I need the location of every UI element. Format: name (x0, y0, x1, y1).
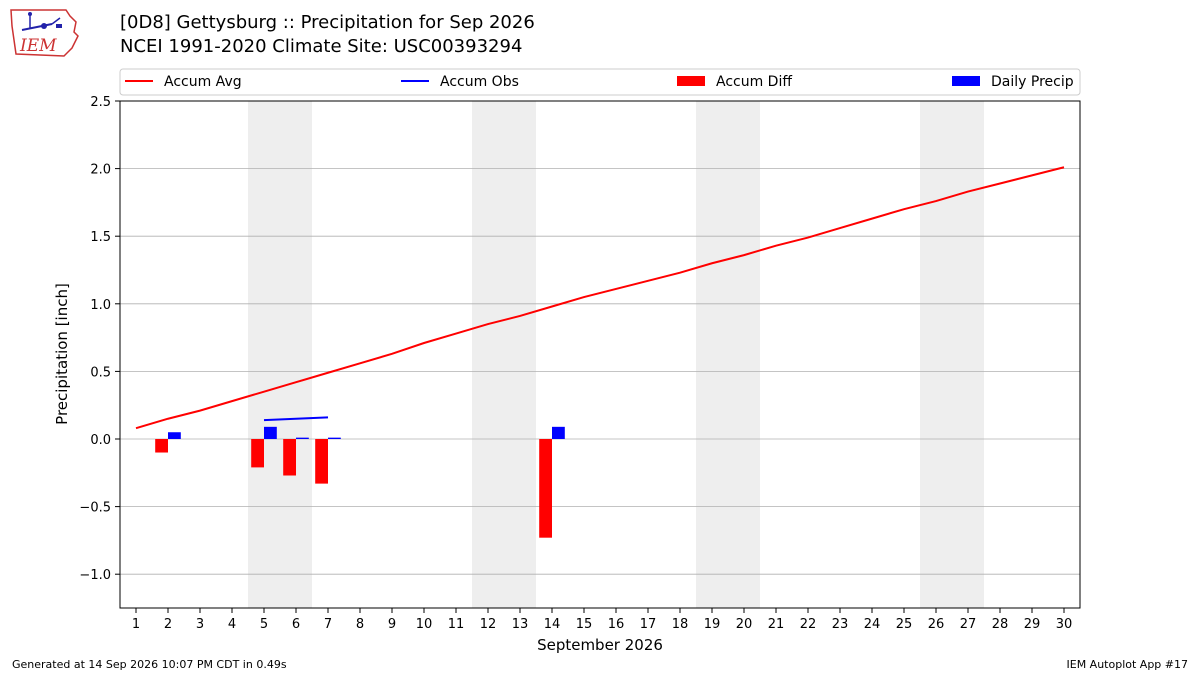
accum-diff-bar-7 (315, 439, 328, 484)
x-tick-label: 25 (896, 617, 913, 632)
y-ticks: −1.0 −0.5 0.0 0.5 1.0 1.5 2.0 2.5 (79, 95, 120, 583)
legend-label-accum-diff: Accum Diff (716, 74, 792, 90)
x-tick-label: 23 (832, 617, 849, 632)
x-tick-label: 24 (864, 617, 881, 632)
x-tick-label: 18 (672, 617, 689, 632)
accum-avg-line (135, 166, 1065, 430)
x-tick-label: 8 (356, 617, 364, 632)
x-tick-label: 14 (544, 617, 561, 632)
daily-precip-bar-2 (168, 432, 181, 439)
x-tick-label: 4 (228, 617, 236, 632)
y-tick-label: −1.0 (79, 568, 111, 583)
x-tick-label: 3 (196, 617, 204, 632)
x-tick-label: 28 (992, 617, 1009, 632)
x-tick-label: 9 (388, 617, 396, 632)
legend-label-daily-precip: Daily Precip (991, 74, 1074, 90)
x-axis-label: September 2026 (537, 636, 663, 654)
x-tick-label: 2 (164, 617, 172, 632)
y-tick-label: 2.5 (90, 95, 111, 110)
footer-generated: Generated at 14 Sep 2026 10:07 PM CDT in… (12, 658, 287, 671)
y-tick-label: 0.0 (90, 433, 111, 448)
x-tick-label: 13 (512, 617, 529, 632)
daily-precip-bar-5 (264, 426, 277, 439)
x-tick-label: 22 (800, 617, 817, 632)
x-tick-label: 6 (292, 617, 300, 632)
legend-frame (119, 68, 1081, 96)
daily-precip-bar-6 (296, 437, 309, 439)
daily-precip-bar-14 (552, 426, 565, 439)
legend-swatch-accum-diff (677, 76, 705, 86)
legend-label-accum-obs: Accum Obs (440, 74, 519, 90)
x-tick-label: 19 (704, 617, 721, 632)
x-tick-label: 15 (576, 617, 593, 632)
y-tick-label: −0.5 (79, 501, 111, 516)
accum-diff-bar-5 (251, 439, 264, 468)
weekend-band-2 (696, 101, 760, 608)
x-tick-label: 1 (132, 617, 140, 632)
x-tick-label: 5 (260, 617, 268, 632)
x-ticks: 1 2 3 4 5 6 7 8 9 10 11 12 13 14 15 16 17 18 19 20 21 22 23 24 2… (132, 608, 1072, 632)
bars (155, 426, 565, 538)
weekend-band-3 (920, 101, 984, 608)
x-tick-label: 16 (608, 617, 625, 632)
x-tick-label: 21 (768, 617, 785, 632)
x-tick-label: 29 (1024, 617, 1041, 632)
weekend-shading (248, 101, 984, 608)
daily-precip-bar-7 (328, 437, 341, 439)
x-tick-label: 26 (928, 617, 945, 632)
y-axis-label: Precipitation [inch] (53, 283, 71, 425)
accum-diff-bar-2 (155, 439, 168, 453)
y-tick-label: 1.5 (90, 230, 111, 245)
y-tick-label: 0.5 (90, 365, 111, 380)
x-tick-label: 12 (480, 617, 497, 632)
weekend-band-0 (248, 101, 312, 608)
weekend-band-1 (472, 101, 536, 608)
legend-swatch-daily-precip (952, 76, 980, 86)
legend: Accum Avg Accum Obs Accum Diff Daily Pre… (119, 68, 1081, 96)
iowa-map-icon (10, 9, 79, 57)
x-tick-label: 10 (416, 617, 433, 632)
x-tick-label: 7 (324, 617, 332, 632)
y-tick-label: 1.0 (90, 298, 111, 313)
x-tick-label: 17 (640, 617, 657, 632)
lines (135, 166, 1065, 430)
accum-diff-bar-6 (283, 439, 296, 476)
logo-text: IEM (20, 36, 57, 56)
accum-obs-line (263, 416, 329, 422)
plot-frame (119, 100, 1081, 609)
x-tick-label: 11 (448, 617, 465, 632)
x-tick-label: 30 (1056, 617, 1073, 632)
x-tick-label: 20 (736, 617, 753, 632)
iem-logo: IEM (8, 6, 80, 62)
legend-label-accum-avg: Accum Avg (164, 74, 242, 90)
chart-title: [0D8] Gettysburg :: Precipitation for Se… (120, 12, 535, 33)
y-tick-label: 2.0 (90, 163, 111, 178)
chart-subtitle: NCEI 1991-2020 Climate Site: USC00393294 (120, 36, 523, 57)
footer-app: IEM Autoplot App #17 (1066, 658, 1189, 671)
accum-diff-bar-14 (539, 439, 552, 538)
x-tick-label: 27 (960, 617, 977, 632)
